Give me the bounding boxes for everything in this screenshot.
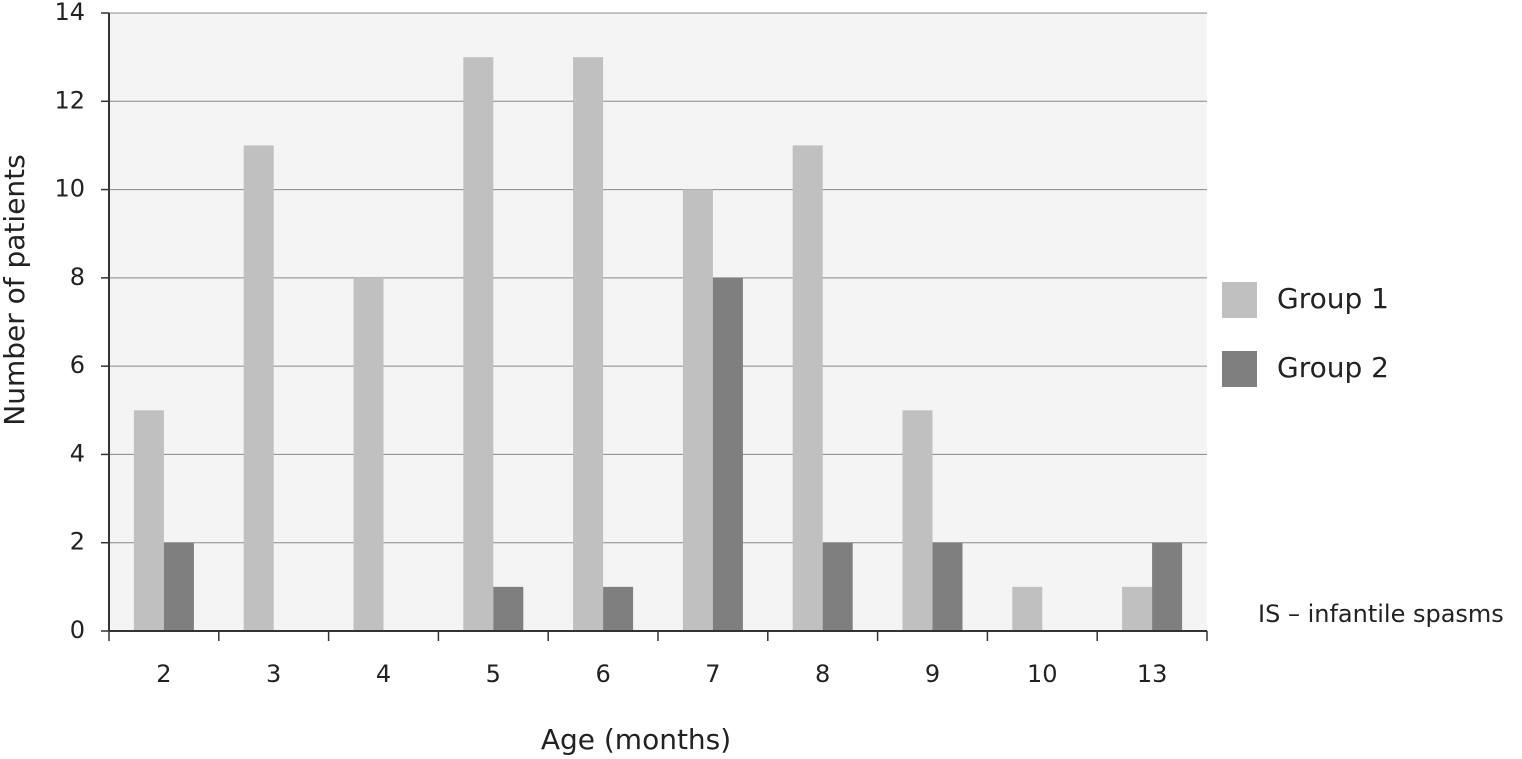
y-tick-label: 6 — [70, 351, 85, 379]
x-tick-label: 5 — [486, 660, 501, 688]
bar — [603, 586, 634, 631]
bar — [353, 277, 384, 631]
bar — [573, 57, 604, 631]
y-axis-label: Number of patients — [0, 154, 31, 426]
bar — [682, 189, 713, 632]
legend-swatch — [1222, 282, 1257, 318]
x-tick-label: 7 — [705, 660, 720, 688]
bar — [133, 410, 164, 631]
annotation: IS – infantile spasms — [1258, 600, 1504, 628]
bar — [932, 542, 963, 631]
bar — [902, 410, 933, 631]
bar — [1122, 586, 1153, 631]
x-axis-label: Age (months) — [541, 723, 731, 756]
bar — [822, 542, 853, 631]
legend-label: Group 1 — [1277, 282, 1389, 315]
bar — [243, 145, 274, 631]
y-tick-label: 4 — [70, 439, 85, 467]
bar — [792, 145, 823, 631]
plot-background — [109, 13, 1207, 631]
bar — [1152, 542, 1183, 631]
bar — [163, 542, 194, 631]
y-tick-label: 10 — [54, 175, 85, 203]
y-tick-label: 14 — [54, 0, 85, 26]
legend-swatch — [1222, 351, 1257, 387]
bar — [463, 57, 494, 631]
bar — [712, 277, 743, 631]
x-tick-label: 4 — [376, 660, 391, 688]
x-tick-label: 10 — [1027, 660, 1058, 688]
y-tick-label: 8 — [70, 263, 85, 291]
x-tick-label: 2 — [156, 660, 171, 688]
y-tick-label: 2 — [70, 528, 85, 556]
x-tick-label: 8 — [815, 660, 830, 688]
bar — [1012, 586, 1043, 631]
legend-label: Group 2 — [1277, 351, 1389, 384]
y-tick-label: 12 — [54, 86, 85, 114]
x-tick-label: 6 — [595, 660, 610, 688]
bar — [493, 586, 524, 631]
x-tick-label: 3 — [266, 660, 281, 688]
x-tick-label: 13 — [1137, 660, 1168, 688]
x-tick-label: 9 — [925, 660, 940, 688]
y-tick-label: 0 — [70, 616, 85, 644]
